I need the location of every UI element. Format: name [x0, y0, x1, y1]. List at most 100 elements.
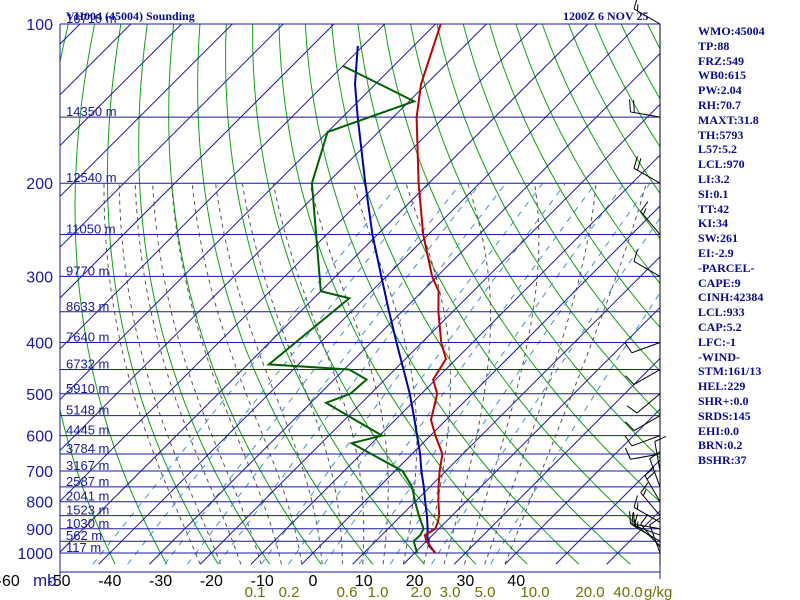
moist-adiabat-line	[118, 183, 221, 565]
wind-barb	[629, 99, 661, 118]
sounding-profiles	[266, 24, 447, 554]
wind-barb-staff	[640, 492, 661, 516]
moist-adiabat-line	[191, 183, 303, 565]
height-label: 1030 m	[66, 516, 109, 531]
moist-adiabat-line	[241, 183, 343, 565]
stat-line: PW:2.04	[698, 83, 742, 98]
stat-line: EHI:0.0	[698, 423, 740, 438]
stat-line: L57:5.2	[698, 142, 737, 157]
wind-barb	[625, 415, 661, 432]
wind-barb	[625, 369, 661, 385]
stat-line: TP:88	[698, 38, 730, 53]
mixing-ratio-tick-label: 40.0	[613, 584, 642, 600]
isotherm-line	[60, 24, 132, 96]
pressure-tick-label: 600	[26, 429, 53, 446]
mixing-ratio-line	[323, 182, 596, 565]
isotherm-line	[301, 205, 660, 565]
pressure-tick-label: 300	[26, 269, 53, 286]
moist-adiabat-line	[170, 183, 282, 565]
wind-barbs	[624, 0, 667, 565]
dry-adiabat-line	[489, 24, 660, 329]
height-label: 2041 m	[66, 489, 109, 504]
mixing-ratio-tick-label: 3.0	[440, 584, 461, 600]
wind-barb	[633, 0, 661, 25]
isotherm-line	[250, 154, 660, 565]
pressure-unit-label: mb	[33, 571, 57, 590]
wind-barb	[654, 436, 667, 472]
height-label: 11050 m	[66, 222, 116, 237]
dry-adiabat-line	[383, 24, 660, 503]
isotherm-line	[60, 24, 234, 198]
parcel-trace	[353, 45, 437, 554]
dry-adiabat-line	[436, 24, 660, 416]
wind-barb-staff	[630, 523, 661, 530]
mixing-ratio-line	[358, 182, 625, 565]
moist-adiabat-line	[103, 183, 201, 565]
stat-line: TH:5793	[698, 127, 744, 142]
wind-barb-flag	[633, 249, 638, 262]
mixing-ratio-line	[164, 182, 462, 565]
wind-barb-staff	[633, 415, 661, 432]
temperature-tick-label: -50	[47, 573, 70, 590]
pressure-tick-label: 400	[26, 335, 53, 352]
wind-barb-flag	[654, 436, 667, 442]
stats-panel: WMO:45004 TP:88 FRZ:549 WB0:615 PW:2.04 RH:70…	[698, 24, 798, 468]
stat-line: EI:-2.9	[698, 245, 734, 260]
pressure-tick-label: 200	[26, 176, 53, 193]
isotherm-line	[60, 24, 538, 502]
temperature-tick-label: -10	[251, 573, 274, 590]
dry-adiabat-line	[74, 24, 168, 565]
isotherm-line	[453, 357, 660, 565]
stat-line: MAXT:31.8	[698, 112, 759, 127]
temperature-tick-label: 0	[309, 573, 318, 590]
wind-barb-flag	[640, 482, 649, 493]
dry-adiabat-line	[138, 24, 271, 565]
wind-barb-flag	[642, 208, 647, 215]
isotherm-line	[60, 24, 589, 553]
temperature-trace	[415, 24, 447, 554]
moist-adiabat-line	[443, 183, 492, 565]
stat-line: LFC:-1	[698, 334, 736, 349]
mixing-ratio-line	[217, 182, 507, 565]
wind-barb-staff	[633, 506, 661, 523]
dry-adiabat-line	[168, 24, 322, 565]
wind-barb-flag	[629, 511, 631, 524]
moist-adiabat-line	[463, 183, 540, 565]
height-label: 5148 m	[66, 403, 109, 418]
height-label: 7640 m	[66, 329, 109, 344]
height-label: 3784 m	[66, 441, 109, 456]
isotherm-line	[504, 408, 660, 565]
mixing-ratio-axis: 0.1 0.2 0.6 1.0 2.0 3.0 5.0 10.0 20.0 40.0 g/kg	[245, 584, 673, 600]
wind-barb-flag	[633, 495, 638, 508]
dry-adiabat-line	[252, 24, 477, 565]
stat-line: CAP:5.2	[698, 319, 742, 334]
mixing-ratio-tick-label: 0.1	[245, 584, 266, 600]
height-label: 4445 m	[66, 423, 109, 438]
pressure-tick-label: 500	[26, 387, 53, 404]
mixing-ratio-line	[287, 182, 566, 565]
height-label: 16710 m	[66, 11, 117, 26]
height-label: 117 m	[66, 540, 101, 555]
wind-barb-staff	[631, 524, 661, 536]
wind-barb-flag	[626, 405, 638, 414]
wind-barb	[626, 393, 661, 414]
height-label: 2587 m	[66, 474, 109, 489]
wind-barb-staff	[640, 211, 661, 235]
isotherm-line	[555, 459, 660, 565]
wind-barb-staff	[630, 111, 661, 118]
stat-line: SRDS:145	[698, 408, 751, 423]
pressure-tick-label: 900	[26, 522, 53, 539]
isotherms	[60, 24, 660, 565]
stat-line: SW:261	[698, 231, 739, 246]
mixing-ratio-lines	[92, 182, 660, 565]
mixing-ratio-line	[431, 217, 660, 565]
moist-adiabat-line	[152, 183, 262, 565]
stat-line: HEL:229	[698, 379, 746, 394]
temperature-tick-label: 40	[507, 573, 525, 590]
stat-line: LCL:933	[698, 305, 745, 320]
isotherm-line	[60, 24, 284, 248]
stat-line: RH:70.7	[698, 97, 741, 112]
